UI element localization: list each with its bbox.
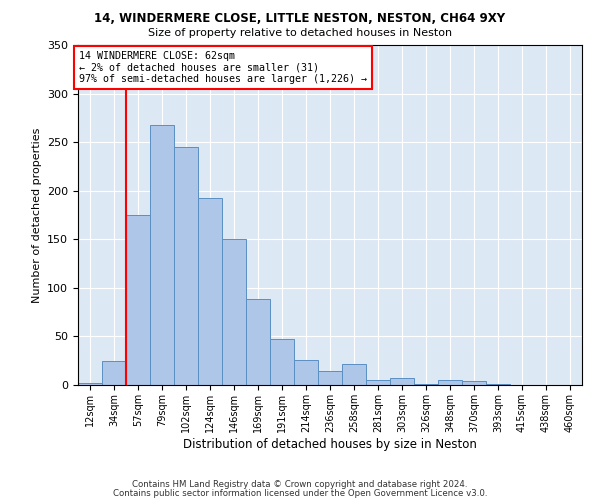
Text: 14, WINDERMERE CLOSE, LITTLE NESTON, NESTON, CH64 9XY: 14, WINDERMERE CLOSE, LITTLE NESTON, NES… — [94, 12, 506, 26]
Bar — [150, 124, 174, 385]
Bar — [78, 383, 102, 385]
Y-axis label: Number of detached properties: Number of detached properties — [32, 128, 41, 302]
Text: Contains HM Land Registry data © Crown copyright and database right 2024.: Contains HM Land Registry data © Crown c… — [132, 480, 468, 489]
Bar — [222, 240, 246, 385]
Bar — [414, 384, 438, 385]
Bar — [126, 215, 150, 385]
Text: Contains public sector information licensed under the Open Government Licence v3: Contains public sector information licen… — [113, 488, 487, 498]
Bar — [246, 298, 270, 385]
Bar — [366, 380, 390, 385]
Bar — [462, 381, 486, 385]
Text: 14 WINDERMERE CLOSE: 62sqm
← 2% of detached houses are smaller (31)
97% of semi-: 14 WINDERMERE CLOSE: 62sqm ← 2% of detac… — [79, 50, 367, 84]
Text: Size of property relative to detached houses in Neston: Size of property relative to detached ho… — [148, 28, 452, 38]
Bar — [270, 340, 294, 385]
Bar — [198, 198, 222, 385]
X-axis label: Distribution of detached houses by size in Neston: Distribution of detached houses by size … — [183, 438, 477, 450]
Bar — [486, 384, 510, 385]
Bar — [294, 360, 318, 385]
Bar — [318, 372, 342, 385]
Bar — [342, 364, 366, 385]
Bar — [438, 380, 462, 385]
Bar — [174, 147, 198, 385]
Bar — [102, 360, 126, 385]
Bar — [390, 378, 414, 385]
